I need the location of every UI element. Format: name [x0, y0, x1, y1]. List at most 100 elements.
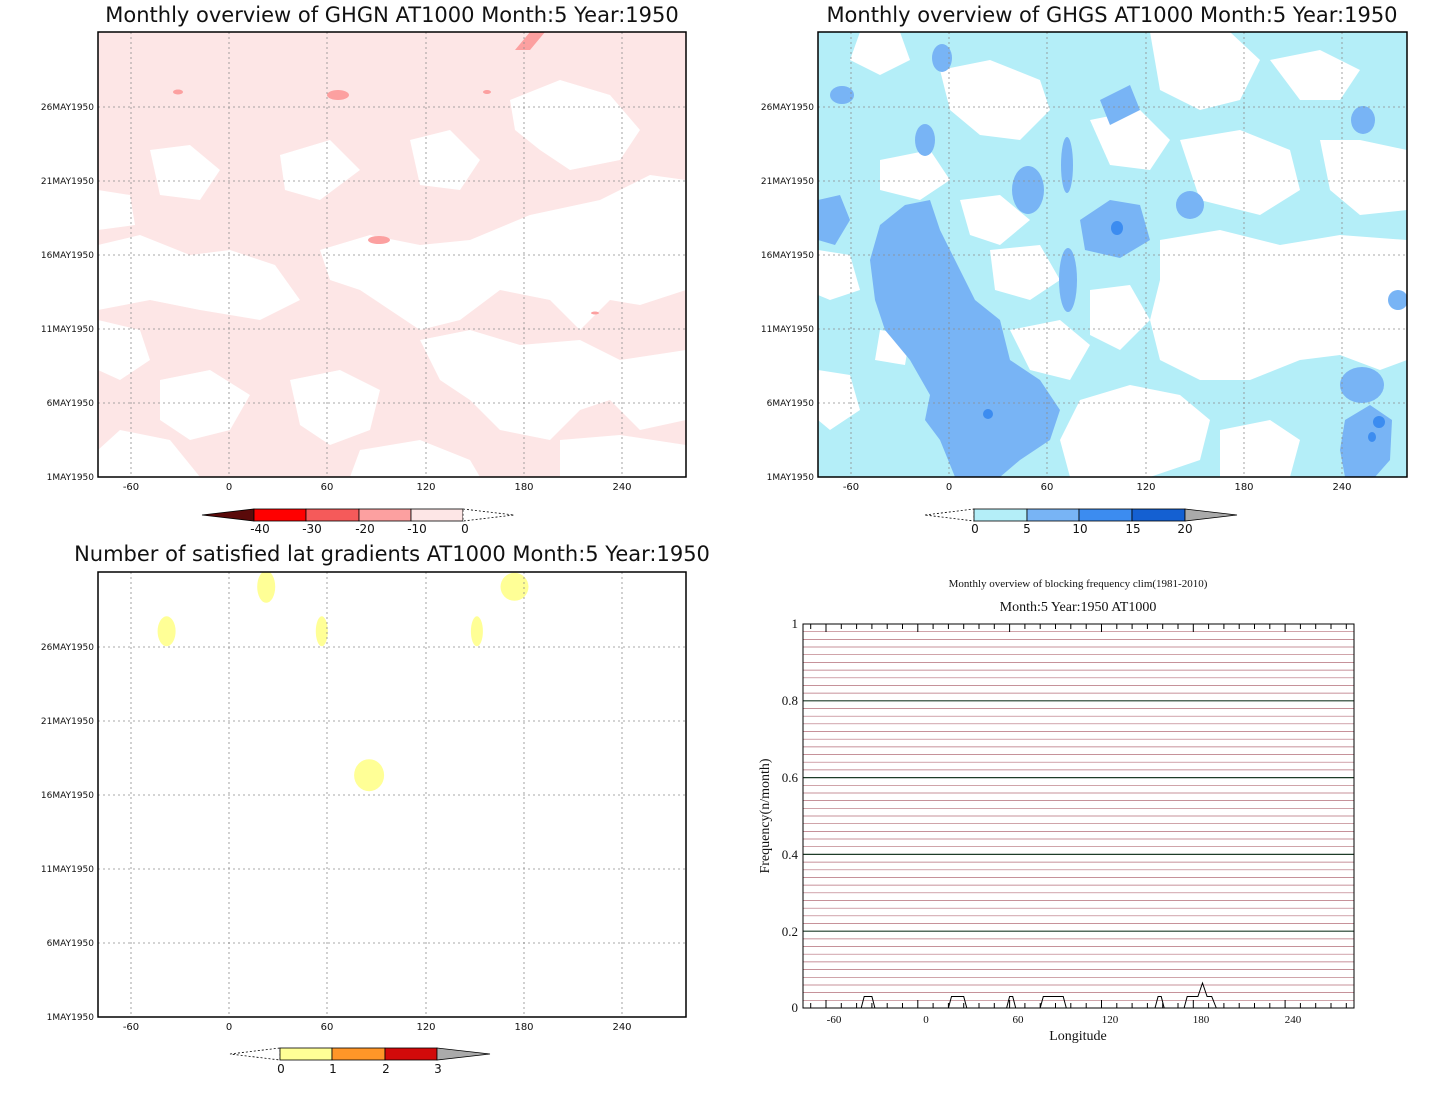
- ghgs-cb-tick: 10: [1072, 522, 1087, 536]
- ghgn-ytick: 1MAY1950: [47, 473, 95, 483]
- ghgn-xtick: 120: [416, 482, 435, 493]
- ghgn-xtick: 240: [612, 482, 631, 493]
- ghgn-cb-tick: -10: [407, 522, 427, 536]
- nsat-colorbar: [229, 1047, 491, 1061]
- freq-ytick: 0.4: [782, 847, 799, 862]
- ghgn-colorbar: [201, 508, 515, 522]
- ghgn-cb-tick: 0: [461, 522, 469, 536]
- ghgn-colorbar-ticks: -40 -30 -20 -10 0: [250, 522, 469, 536]
- ghgn-frame: [97, 31, 687, 478]
- freq-xlabel: Longitude: [1049, 1029, 1107, 1044]
- freq-xtick: 120: [1102, 1014, 1119, 1026]
- nsat-ytick: 1MAY1950: [47, 1013, 95, 1023]
- nsat-grid: [98, 572, 686, 1017]
- ghgn-ytick: 11MAY1950: [41, 325, 94, 335]
- ghgs-ytick: 26MAY1950: [761, 103, 814, 113]
- ghgs-ytick: 1MAY1950: [767, 473, 815, 483]
- ghgs-field: [818, 32, 1407, 477]
- freq-title: Monthly overview of blocking frequency c…: [949, 578, 1208, 590]
- freq-ytick: 0.6: [782, 770, 799, 785]
- nsat-spots: [157, 572, 529, 792]
- nsat-x-ticks: -60 0 60 120 180 240: [123, 1022, 632, 1033]
- nsat-spot: [257, 572, 276, 603]
- ghgn-panel: Monthly overview of GHGN AT1000 Month:5 …: [41, 3, 687, 536]
- ghgs-xtick: 240: [1332, 482, 1351, 493]
- ghgn-cb-tick: -20: [355, 522, 375, 536]
- freq-ytick: 0: [792, 1000, 799, 1015]
- freq-ytick: 1: [792, 616, 799, 631]
- ghgs-xtick: 0: [946, 482, 952, 493]
- nsat-xtick: 180: [514, 1022, 533, 1033]
- ghgs-cb-tick: 20: [1177, 522, 1192, 536]
- freq-minor-ticks: [810, 624, 1347, 1008]
- freq-ytick: 0.2: [782, 924, 798, 939]
- ghgs-cb-tick: 5: [1023, 522, 1031, 536]
- ghgs-xtick: 180: [1234, 482, 1253, 493]
- ghgn-field: [98, 32, 686, 477]
- ghgn-ytick: 6MAY1950: [47, 399, 95, 409]
- nsat-spot: [315, 616, 328, 647]
- ghgs-frame: [817, 31, 1408, 478]
- ghgs-cb-tick: 15: [1125, 522, 1140, 536]
- ghgn-title: Monthly overview of GHGN AT1000 Month:5 …: [105, 3, 678, 27]
- freq-frame: [802, 623, 1355, 1009]
- nsat-panel: Number of satisfied lat gradients AT1000…: [41, 542, 710, 1076]
- nsat-xtick: -60: [123, 1022, 139, 1033]
- ghgs-ytick: 21MAY1950: [761, 177, 814, 187]
- nsat-xtick: 120: [416, 1022, 435, 1033]
- nsat-ytick: 21MAY1950: [41, 717, 94, 727]
- freq-y-ticks: 0 0.2 0.4 0.6 0.8 1: [782, 616, 799, 1015]
- freq-hgrid: [803, 623, 1354, 1001]
- ghgn-ytick: 21MAY1950: [41, 177, 94, 187]
- ghgn-x-ticks: -60 0 60 120 180 240: [123, 482, 632, 493]
- nsat-title: Number of satisfied lat gradients AT1000…: [74, 542, 710, 566]
- ghgs-xtick: 60: [1041, 482, 1054, 493]
- ghgs-ytick: 6MAY1950: [767, 399, 815, 409]
- freq-xtick: 240: [1285, 1014, 1302, 1026]
- freq-panel: Monthly overview of blocking frequency c…: [758, 578, 1355, 1044]
- nsat-ytick: 11MAY1950: [41, 865, 94, 875]
- ghgn-xtick: 0: [226, 482, 232, 493]
- ghgs-title: Monthly overview of GHGS AT1000 Month:5 …: [826, 3, 1397, 27]
- ghgs-x-ticks: -60 0 60 120 180 240: [843, 482, 1352, 493]
- nsat-ytick: 26MAY1950: [41, 643, 94, 653]
- ghgn-cb-tick: -30: [302, 522, 322, 536]
- ghgn-xtick: 180: [514, 482, 533, 493]
- ghgs-colorbar: [924, 508, 1238, 522]
- ghgs-xtick: -60: [843, 482, 859, 493]
- ghgs-panel: Monthly overview of GHGS AT1000 Month:5 …: [761, 3, 1408, 536]
- freq-line: [803, 981, 1354, 1009]
- nsat-xtick: 60: [321, 1022, 334, 1033]
- nsat-frame: [97, 571, 687, 1018]
- nsat-cb-tick: 3: [434, 1062, 442, 1076]
- ghgs-colorbar-ticks: 0 5 10 15 20: [971, 522, 1192, 536]
- nsat-ytick: 6MAY1950: [47, 939, 95, 949]
- ghgn-ytick: 16MAY1950: [41, 251, 94, 261]
- freq-subtitle: Month:5 Year:1950 AT1000: [1000, 600, 1157, 615]
- nsat-cb-tick: 1: [329, 1062, 337, 1076]
- freq-x-ticks: -60 0 60 120 180 240: [827, 1014, 1302, 1026]
- ghgn-grid: [98, 32, 686, 477]
- ghgn-y-ticks: 1MAY1950 6MAY1950 11MAY1950 16MAY1950 21…: [41, 103, 94, 483]
- freq-xtick: -60: [827, 1014, 842, 1026]
- ghgs-cb-tick: 0: [971, 522, 979, 536]
- nsat-spot: [157, 616, 176, 647]
- freq-xtick: 60: [1013, 1014, 1025, 1026]
- ghgn-xtick: 60: [321, 482, 334, 493]
- ghgn-ytick: 26MAY1950: [41, 103, 94, 113]
- nsat-colorbar-ticks: 0 1 2 3: [277, 1062, 442, 1076]
- ghgs-y-ticks: 1MAY1950 6MAY1950 11MAY1950 16MAY1950 21…: [761, 103, 814, 483]
- ghgs-ytick: 11MAY1950: [761, 325, 814, 335]
- nsat-ytick: 16MAY1950: [41, 791, 94, 801]
- nsat-spot: [354, 759, 385, 792]
- freq-xtick: 0: [923, 1014, 929, 1026]
- ghgs-xtick: 120: [1136, 482, 1155, 493]
- nsat-xtick: 0: [226, 1022, 232, 1033]
- freq-xtick: 180: [1193, 1014, 1210, 1026]
- nsat-xtick: 240: [612, 1022, 631, 1033]
- nsat-y-ticks: 1MAY1950 6MAY1950 11MAY1950 16MAY1950 21…: [41, 643, 94, 1023]
- ghgn-xtick: -60: [123, 482, 139, 493]
- ghgs-grid: [818, 32, 1407, 477]
- freq-ytick: 0.8: [782, 693, 798, 708]
